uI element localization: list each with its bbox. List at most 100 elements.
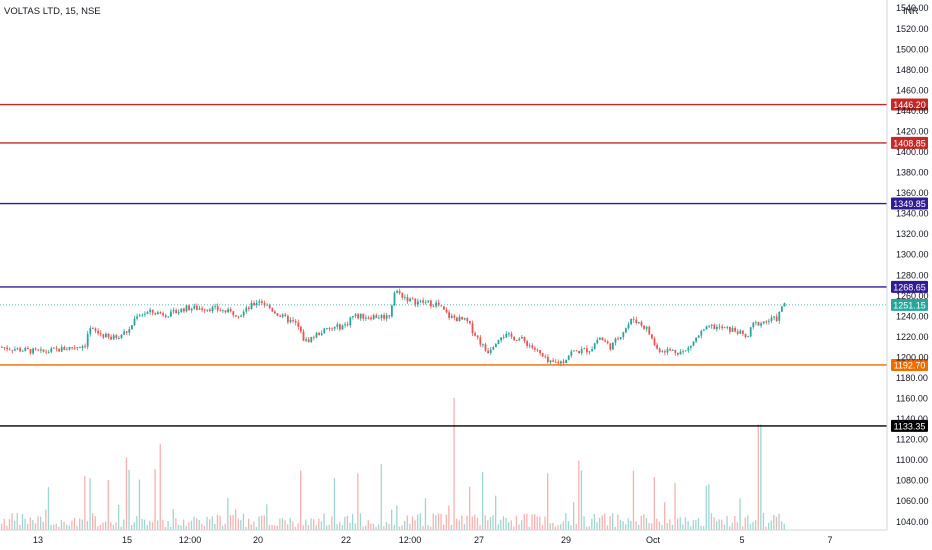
volume-bar xyxy=(172,509,174,530)
volume-bar xyxy=(437,513,440,530)
volume-bar xyxy=(352,514,354,530)
candle-body xyxy=(500,337,502,341)
level-tag xyxy=(891,280,928,293)
volume-bar xyxy=(341,525,343,530)
candle-body xyxy=(510,333,513,337)
candle-body xyxy=(456,317,458,322)
candle-body xyxy=(300,326,302,332)
volume-bar xyxy=(458,520,460,530)
volume-bar xyxy=(354,523,356,530)
volume-bar xyxy=(718,519,720,530)
time-tick-label: Oct xyxy=(646,535,661,545)
candle-body xyxy=(409,298,411,302)
candle-body xyxy=(229,309,232,312)
candle-body xyxy=(141,314,144,316)
volume-bar xyxy=(760,424,762,530)
candle-body xyxy=(73,347,76,349)
volume-bar xyxy=(448,505,450,530)
candle-body xyxy=(365,317,367,319)
candle-body xyxy=(302,331,305,341)
volume-bar xyxy=(432,513,434,530)
price-tick-label: 1460.00 xyxy=(896,85,929,95)
volume-bar xyxy=(326,525,328,530)
volume-bar xyxy=(198,520,200,530)
candle-body xyxy=(242,311,245,316)
levels-layer[interactable]: 1251.15 1446.20 1408.85 1349.85 1268.65 1192.… xyxy=(0,98,928,432)
price-tick-label: 1440.00 xyxy=(896,106,929,116)
price-tick-label: 1080.00 xyxy=(896,476,929,486)
price-axis[interactable]: 1040.00 1060.00 1080.00 1100.00 1120.00 1140.… xyxy=(886,0,929,530)
volume-bar xyxy=(141,519,143,530)
candle-body xyxy=(445,309,448,313)
candle-body xyxy=(235,315,237,317)
volume-bar xyxy=(154,469,156,530)
last-price-tag xyxy=(891,298,928,311)
volume-bar xyxy=(705,485,707,530)
candle-body xyxy=(674,350,677,353)
candle-body xyxy=(770,317,773,321)
candle-body xyxy=(68,346,71,350)
candle-body xyxy=(323,328,326,334)
candle-body xyxy=(55,347,58,349)
volume-bar xyxy=(440,513,442,530)
volume-bar xyxy=(84,476,86,530)
volume-bar xyxy=(476,517,479,530)
candle-body xyxy=(580,349,583,354)
candle-body xyxy=(557,361,560,364)
volume-bar xyxy=(115,522,117,530)
volume-bar xyxy=(547,473,549,530)
candle-body xyxy=(388,315,391,317)
candle-body xyxy=(549,360,552,363)
volume-bar xyxy=(16,513,18,530)
candle-body xyxy=(661,351,664,353)
volume-bar xyxy=(586,526,588,530)
volume-bar xyxy=(591,518,593,530)
candle-body xyxy=(747,336,749,338)
candle-body xyxy=(313,336,315,338)
volume-bar xyxy=(206,516,208,530)
candle-body xyxy=(492,346,495,350)
volume-bar xyxy=(6,525,8,530)
volume-bar xyxy=(29,517,31,530)
volume-bar xyxy=(24,518,26,530)
candle-body xyxy=(588,351,591,353)
candle-body xyxy=(89,328,92,334)
volume-bar xyxy=(97,526,99,530)
candle-body xyxy=(625,328,627,333)
candle-body xyxy=(154,312,157,315)
volume-bar xyxy=(385,522,388,530)
volume-bar xyxy=(461,515,463,530)
time-axis[interactable]: 13 15 12:00 20 22 12:00 27 29 Oct 5 7 xyxy=(0,529,887,545)
candle-body xyxy=(760,323,762,326)
candle-body xyxy=(734,328,736,332)
volume-bar xyxy=(120,526,122,530)
candle-body xyxy=(466,318,469,322)
candle-body xyxy=(214,306,216,308)
time-tick-label: 29 xyxy=(561,535,571,545)
candle-body xyxy=(185,305,188,312)
volume-bar xyxy=(445,514,447,530)
volume-bar xyxy=(747,515,749,530)
candle-body xyxy=(370,317,372,320)
candle-body xyxy=(274,311,276,314)
candle-body xyxy=(721,326,723,329)
candle-body xyxy=(315,332,318,338)
volume-bar xyxy=(346,515,349,530)
candle-body xyxy=(157,312,159,315)
volume-bar xyxy=(469,486,471,530)
candle-body xyxy=(138,315,141,317)
candle-body xyxy=(367,317,370,319)
volume-bar xyxy=(484,515,486,530)
candle-body xyxy=(560,361,562,364)
candle-body xyxy=(690,345,692,348)
chart-title: VOLTAS LTD, 15, NSE xyxy=(4,6,101,17)
candle-body xyxy=(133,318,136,326)
volume-bar xyxy=(255,526,258,530)
volume-bar xyxy=(578,460,580,530)
candle-body xyxy=(411,298,414,300)
candle-body xyxy=(162,313,164,316)
candle-body xyxy=(81,346,84,348)
level-label: 1192.70 xyxy=(894,360,926,370)
time-tick-label: 22 xyxy=(341,535,351,545)
